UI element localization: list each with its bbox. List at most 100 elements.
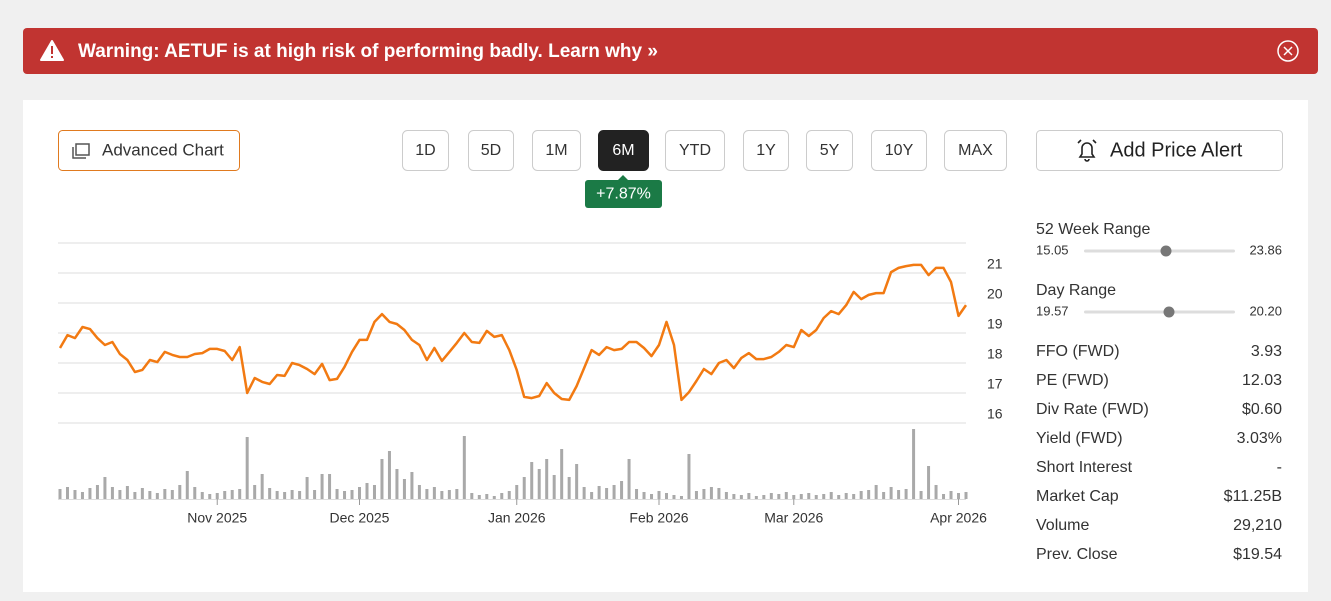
banner-box [23,28,1318,74]
volume-bar [739,495,743,499]
volume-bar [215,493,219,499]
stat-value: - [1277,459,1282,476]
period-button[interactable]: MAX [944,130,1007,171]
button-icon [75,143,90,156]
stat-label: FFO (FWD) [1036,343,1120,360]
button-box [58,130,240,171]
volume-bar [170,490,174,499]
volume-bar [889,487,893,499]
volume-bar [65,487,69,499]
volume-bar [949,491,953,499]
volume-bar [784,492,788,499]
volume-bar [305,477,309,499]
y-tick-label: 19 [987,316,1003,332]
button-box [1036,130,1283,171]
y-tick-label: 18 [987,346,1003,362]
volume-bar [545,459,549,499]
volume-bar [769,493,773,499]
advanced-chart-button[interactable]: Advanced Chart [58,130,240,171]
banner-text[interactable]: Warning: AETUF is at high risk of perfor… [78,41,658,62]
volume-bar [485,494,489,499]
volume-bar [80,492,84,499]
button-icon [72,147,86,159]
button-label[interactable]: 1D [415,142,435,159]
button-box [598,130,649,171]
price-alert-button[interactable]: Add Price Alert [1036,130,1283,171]
button-label[interactable]: Add Price Alert [1110,139,1243,161]
volume-bar [904,489,908,499]
y-tick-label: 20 [987,286,1003,302]
period-button[interactable]: YTD [665,130,725,171]
change-badge [585,180,662,208]
period-button[interactable]: 1Y [743,130,789,171]
stat-value: 3.93 [1251,343,1282,360]
volume-bar [777,494,781,499]
close-button[interactable] [1277,40,1299,62]
volume-bar [268,488,272,499]
volume-bar [223,491,227,499]
y-tick-label: 17 [987,376,1003,392]
volume-bar [477,495,481,499]
range-track [1084,249,1235,253]
close-x [1283,46,1293,56]
volume-bar [193,487,197,499]
volume-bar [118,490,122,499]
range-high: 23.86 [1249,242,1282,257]
button-label[interactable]: 5Y [820,142,840,159]
button-label[interactable]: YTD [679,142,711,159]
volume-bar [859,491,863,499]
button-label[interactable]: 6M [612,142,634,159]
volume-bar [148,491,152,499]
button-label[interactable]: 1M [545,142,567,159]
range-low: 15.05 [1036,242,1069,257]
button-label[interactable]: 1Y [756,142,776,159]
range-low: 19.57 [1036,303,1069,318]
x-tick-label: Apr 2026 [930,510,987,526]
volume-bar [664,493,668,499]
button-label[interactable]: Advanced Chart [102,140,224,159]
stat-label: Div Rate (FWD) [1036,401,1149,418]
warning-banner[interactable]: Warning: AETUF is at high risk of perfor… [23,28,1318,74]
volume-bar [537,469,541,499]
volume-bar [754,496,758,499]
range-dot [1160,245,1172,257]
stat-value: 3.03% [1237,430,1282,447]
volume-bar [283,492,287,499]
volume-bar [747,493,751,499]
button-label[interactable]: 10Y [885,142,914,159]
y-tick-label: 21 [987,256,1003,272]
volume-bar [163,489,167,499]
volume-bar [155,493,159,499]
volume-bar [560,449,564,499]
period-button[interactable]: 6M [598,130,649,171]
period-button[interactable]: 5D [468,130,514,171]
volume-bar [642,492,646,499]
range-label: Day Range [1036,282,1116,299]
volume-bar [552,475,556,499]
volume-bar [612,485,616,499]
period-button[interactable]: 10Y [871,130,927,171]
range-track [1084,310,1235,314]
volume-bar [380,459,384,499]
stat-value: $0.60 [1242,401,1282,418]
volume-bar [238,489,242,499]
volume-bar [387,451,391,499]
button-label[interactable]: MAX [958,142,993,159]
volume-bar [597,486,601,499]
stat-value: $19.54 [1233,546,1282,563]
volume-bar [912,429,916,499]
bell-icon [1077,139,1097,162]
volume-bar [447,490,451,499]
volume-bar [178,485,182,499]
volume-bar [133,492,137,499]
button-label[interactable]: 5D [481,142,501,159]
volume-bar [365,483,369,499]
volume-bar [792,495,796,499]
range-dot [1163,306,1175,318]
period-button[interactable]: 1D [402,130,449,171]
period-button[interactable]: 1M [532,130,581,171]
volume-bar [455,489,459,499]
volume-bar [687,454,691,499]
period-button[interactable]: 5Y [806,130,853,171]
